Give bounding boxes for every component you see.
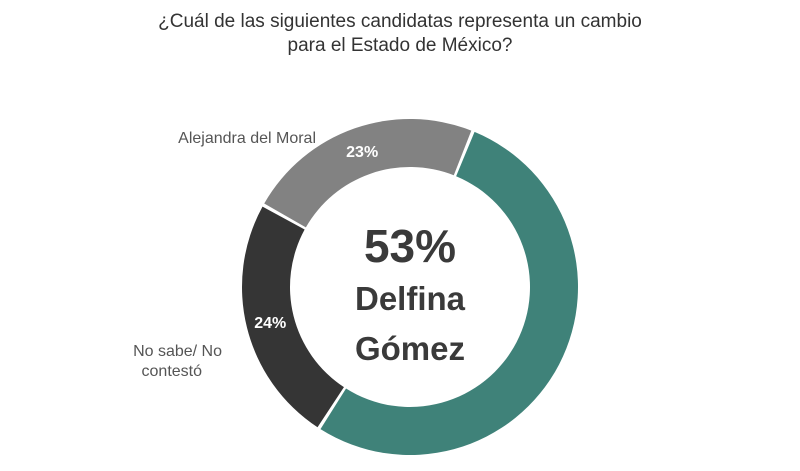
chart-title-line-2: para el Estado de México?: [287, 35, 513, 56]
center-value: 53%: [364, 220, 456, 272]
chart-title: ¿Cuál de las siguientes candidatas repre…: [0, 10, 800, 58]
slice-value-labels: 24% 23%: [254, 144, 378, 332]
category-label-alejandra: Alejandra del Moral: [178, 130, 316, 147]
center-name-line-1: Delfina: [355, 280, 466, 317]
donut-slices: [242, 119, 578, 455]
slice-nosabe: [242, 206, 344, 428]
slice-delfina: [320, 131, 578, 455]
slice-label-alejandra: 23%: [346, 144, 378, 161]
category-label-nosabe-line-1: No sabe/ No: [133, 343, 222, 360]
slice-alejandra: [264, 119, 472, 228]
category-label-nosabe-line-2: contestó: [142, 363, 203, 380]
center-name-line-2: Gómez: [355, 330, 465, 367]
slice-label-nosabe: 24%: [254, 315, 286, 332]
chart-title-line-1: ¿Cuál de las siguientes candidatas repre…: [158, 11, 642, 32]
